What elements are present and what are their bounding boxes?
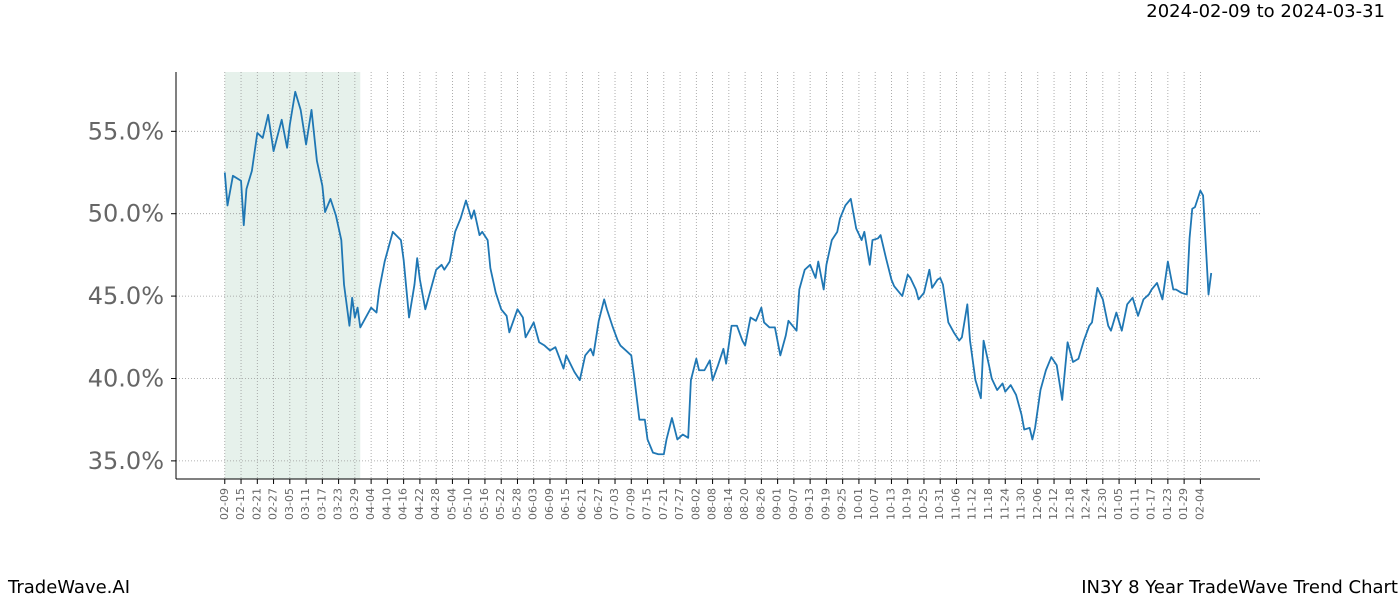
- x-tick-label: 08-02: [689, 488, 702, 520]
- x-tick-label: 09-25: [836, 488, 849, 520]
- x-tick-label: 09-01: [771, 488, 784, 520]
- x-tick-label: 01-29: [1177, 488, 1190, 520]
- x-tick-label: 06-15: [559, 488, 572, 520]
- chart-title: IN3Y 8 Year TradeWave Trend Chart: [1081, 577, 1398, 598]
- x-tick-label: 02-15: [234, 488, 247, 520]
- x-tick-label: 06-21: [576, 488, 589, 520]
- x-tick-label: 06-09: [543, 488, 556, 520]
- x-tick-label: 10-07: [868, 488, 881, 520]
- x-tick-label: 11-18: [982, 488, 995, 520]
- x-tick-label: 02-27: [267, 488, 280, 520]
- x-tick-label: 03-29: [348, 488, 361, 520]
- x-tick-label: 03-23: [332, 488, 345, 520]
- brand: TradeWave.AI: [7, 577, 130, 598]
- chart-subtitle: 2024-02-09 to 2024-03-31: [1146, 1, 1385, 22]
- x-tick-label: 05-16: [478, 488, 491, 520]
- x-tick-label: 01-17: [1145, 488, 1158, 520]
- x-tick-label: 12-24: [1080, 488, 1093, 520]
- x-tick-label: 10-25: [917, 488, 930, 520]
- x-tick-label: 11-30: [1015, 488, 1028, 520]
- data-line: [223, 90, 1213, 456]
- x-tick-label: 09-19: [819, 488, 832, 520]
- x-tick-label: 07-09: [624, 488, 637, 520]
- highlight-band: [224, 72, 361, 479]
- x-tick-label: 05-28: [510, 488, 523, 520]
- x-tick-label: 07-03: [608, 488, 621, 520]
- x-tick-label: 10-31: [933, 488, 946, 520]
- x-tick-label: 10-13: [884, 488, 897, 520]
- x-tick-label: 04-22: [413, 488, 426, 520]
- x-tick-label: 05-10: [462, 488, 475, 520]
- x-tick-label: 12-18: [1063, 488, 1076, 520]
- x-tick-label: 04-28: [429, 488, 442, 520]
- x-tick-label: 04-04: [364, 488, 377, 520]
- x-tick-label: 02-04: [1193, 488, 1206, 520]
- y-tick-label: 40.0%: [88, 364, 164, 392]
- x-tick-label: 12-06: [1031, 488, 1044, 520]
- x-tick-label: 01-23: [1161, 488, 1174, 520]
- x-tick-label: 11-06: [949, 488, 962, 520]
- y-tick-label: 45.0%: [88, 282, 164, 310]
- x-tick-label: 05-22: [494, 488, 507, 520]
- x-tick-label: 03-05: [283, 488, 296, 520]
- x-tick-label: 08-14: [722, 488, 735, 520]
- x-tick-label: 08-08: [706, 488, 719, 520]
- x-tick-label: 02-21: [250, 488, 263, 520]
- y-tick-label: 50.0%: [88, 200, 164, 228]
- y-tick-label: 35.0%: [88, 447, 164, 475]
- x-tick-label: 01-11: [1128, 488, 1141, 520]
- x-tick-label: 02-09: [218, 488, 231, 520]
- x-tick-label: 04-10: [380, 488, 393, 520]
- x-tick-label: 03-17: [315, 488, 328, 520]
- x-tick-label: 09-07: [787, 488, 800, 520]
- x-tick-label: 10-19: [901, 488, 914, 520]
- y-tick-label: 55.0%: [88, 117, 164, 145]
- x-tick-label: 11-12: [966, 488, 979, 520]
- x-tick-label: 12-30: [1096, 488, 1109, 520]
- x-tick-label: 12-12: [1047, 488, 1060, 520]
- x-tick-label: 07-15: [641, 488, 654, 520]
- x-tick-label: 11-24: [998, 488, 1011, 520]
- x-tick-label: 01-05: [1112, 488, 1125, 520]
- x-tick-label: 09-13: [803, 488, 816, 520]
- x-tick-label: 07-27: [673, 488, 686, 520]
- x-tick-label: 10-01: [852, 488, 865, 520]
- x-tick-label: 03-11: [299, 488, 312, 520]
- x-tick-label: 06-27: [592, 488, 605, 520]
- x-tick-label: 08-26: [754, 488, 767, 520]
- x-tick-label: 05-04: [445, 488, 458, 520]
- x-tick-label: 07-21: [657, 488, 670, 520]
- x-tick-label: 04-16: [397, 488, 410, 520]
- x-tick-label: 08-20: [738, 488, 751, 520]
- x-tick-label: 06-03: [527, 488, 540, 520]
